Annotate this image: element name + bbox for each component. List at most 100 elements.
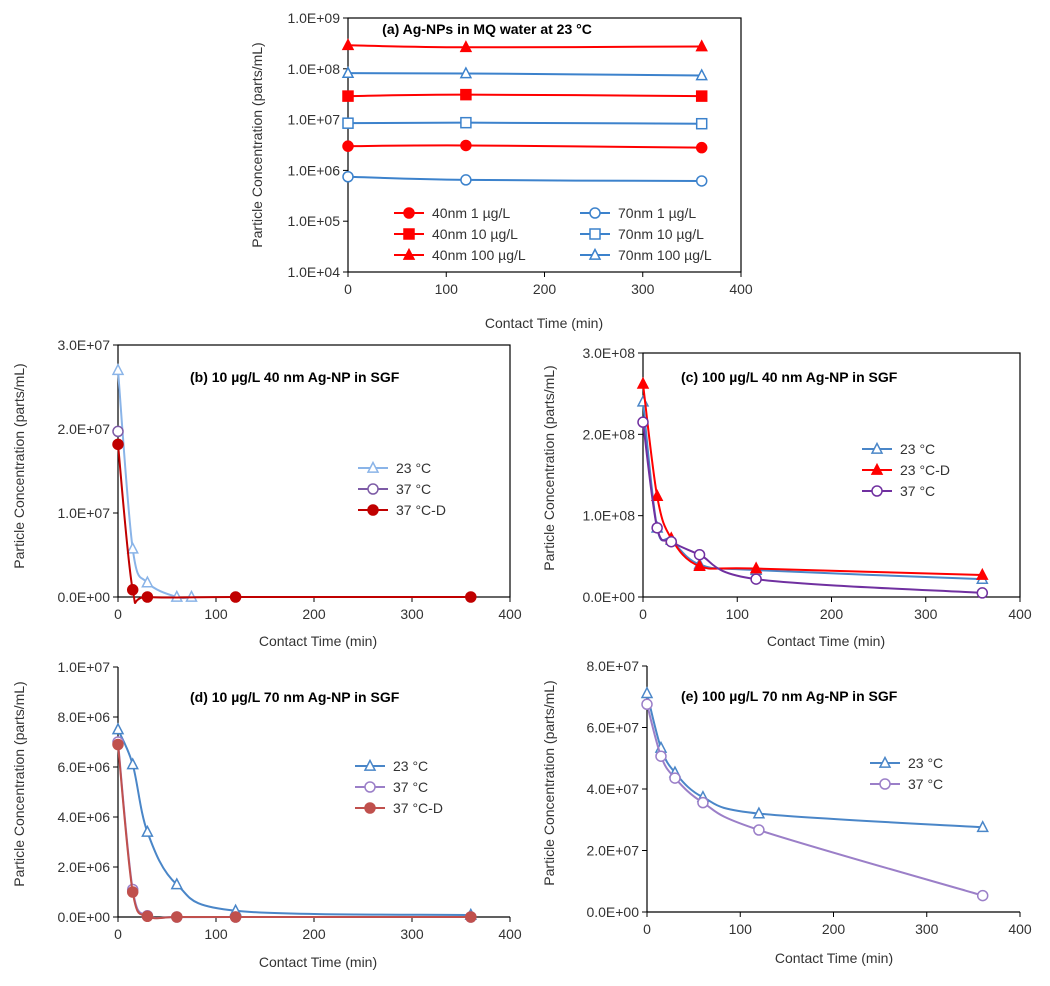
data-point (695, 39, 708, 52)
y-tick-label: 1.0E+07 (57, 659, 110, 675)
y-axis-label: Particle Concentration (parts/mL) (11, 363, 27, 568)
data-point (465, 591, 477, 603)
data-point (655, 750, 667, 762)
data-point (342, 140, 354, 152)
y-tick-label: 1.0E+07 (287, 112, 340, 128)
y-axis-label: Particle Concentration (parts/mL) (249, 42, 265, 247)
data-point (342, 90, 354, 102)
series-37-c-d (112, 438, 477, 604)
legend-item: 70nm 1 µg/L (580, 205, 696, 221)
legend-item: 23 °C (358, 460, 431, 476)
x-axis-label: Contact Time (min) (259, 954, 377, 970)
legend-marker (367, 504, 379, 516)
data-point (636, 376, 650, 389)
y-tick-label: 1.0E+08 (287, 61, 340, 77)
legend-marker (879, 778, 891, 790)
y-tick-label: 6.0E+06 (57, 759, 110, 775)
data-point (141, 591, 154, 603)
y-tick-label: 8.0E+06 (57, 709, 110, 725)
y-tick-label: 0.0E+00 (582, 589, 635, 605)
legend-label: 23 °C (393, 758, 428, 774)
legend-item: 37 °C (870, 776, 943, 792)
series-line (117, 744, 471, 920)
x-axis-label: Contact Time (min) (485, 315, 603, 331)
x-tick-label: 400 (1008, 921, 1032, 937)
data-point (459, 66, 473, 79)
legend: 23 °C 37 °C (870, 755, 943, 792)
legend-marker (870, 441, 884, 454)
legend-item: 40nm 1 µg/L (394, 205, 510, 221)
y-tick-label: 6.0E+07 (586, 720, 639, 736)
legend-label: 37 °C-D (393, 800, 443, 816)
y-tick-label: 0.0E+00 (586, 904, 639, 920)
x-tick-label: 0 (643, 921, 651, 937)
legend: 23 °C 37 °C 37 °C-D (358, 460, 446, 518)
legend-item: 23 °C (870, 755, 943, 771)
x-tick-label: 0 (114, 606, 122, 622)
data-point (695, 117, 708, 130)
data-point (636, 394, 650, 407)
y-tick-label: 1.0E+06 (287, 162, 340, 178)
data-point (126, 886, 139, 898)
legend: 23 °C 23 °C-D 37 °C (862, 441, 950, 499)
data-point (141, 824, 154, 837)
data-point (112, 438, 124, 451)
data-point (111, 363, 125, 376)
data-point (465, 911, 477, 923)
legend-marker (588, 247, 602, 260)
y-tick-label: 0.0E+00 (57, 589, 110, 605)
legend-label: 23 °C (396, 460, 431, 476)
series-line (347, 93, 702, 98)
y-tick-label: 1.0E+07 (57, 505, 110, 521)
legend-label: 37 °C-D (396, 502, 446, 518)
data-point (460, 116, 472, 129)
legend-label: 40nm 10 µg/L (432, 226, 518, 242)
x-tick-label: 200 (302, 606, 326, 622)
data-point (460, 88, 472, 101)
y-tick-label: 2.0E+06 (57, 859, 110, 875)
legend-item: 37 °C (862, 483, 935, 499)
y-axis-label: Particle Concentration (parts/mL) (541, 680, 557, 885)
data-point (641, 698, 653, 711)
x-tick-label: 300 (915, 921, 939, 937)
data-point (111, 722, 125, 735)
data-point (693, 548, 706, 561)
data-point (750, 573, 762, 585)
y-tick-label: 3.0E+07 (57, 337, 110, 353)
y-tick-label: 4.0E+07 (586, 781, 639, 797)
x-tick-label: 100 (204, 606, 228, 622)
series-line (347, 121, 702, 125)
y-axis-label: Particle Concentration (parts/mL) (11, 681, 27, 886)
series-line (347, 144, 702, 149)
x-tick-label: 300 (400, 926, 424, 942)
legend-item: 23 °C (355, 758, 428, 774)
y-tick-label: 8.0E+07 (586, 658, 639, 674)
data-point (126, 541, 139, 554)
y-tick-label: 1.0E+09 (287, 10, 340, 26)
data-point (697, 796, 709, 809)
series-37-c (637, 416, 989, 599)
y-tick-label: 1.0E+08 (582, 508, 635, 524)
data-point (753, 824, 765, 836)
y-tick-label: 2.0E+07 (586, 843, 639, 859)
data-point (141, 575, 154, 588)
series-line (117, 444, 471, 604)
chart-panel-c: 0 100 200 300 400 0.0E+00 1.0E+08 2.0E+08 3.0E+0… (541, 345, 1032, 649)
series-23-c-d (636, 376, 989, 580)
data-point (669, 772, 681, 784)
chart-panel-b: 0 100 200 300 400 0.0E+00 1.0E+07 2.0E+07 3.0E+0… (11, 337, 522, 649)
legend-item: 40nm 10 µg/L (394, 226, 518, 242)
x-tick-label: 400 (498, 926, 522, 942)
series-70nm-10-g-l (342, 116, 708, 130)
x-tick-label: 300 (914, 606, 938, 622)
series-23-c (111, 722, 478, 920)
legend-label: 37 °C (900, 483, 935, 499)
legend-marker (589, 228, 601, 240)
x-axis-label: Contact Time (min) (259, 633, 377, 649)
data-point (126, 584, 139, 596)
data-point (976, 567, 989, 580)
data-point (459, 40, 473, 53)
y-tick-label: 2.0E+07 (57, 421, 110, 437)
legend-marker (366, 460, 380, 473)
legend-marker (870, 462, 884, 475)
